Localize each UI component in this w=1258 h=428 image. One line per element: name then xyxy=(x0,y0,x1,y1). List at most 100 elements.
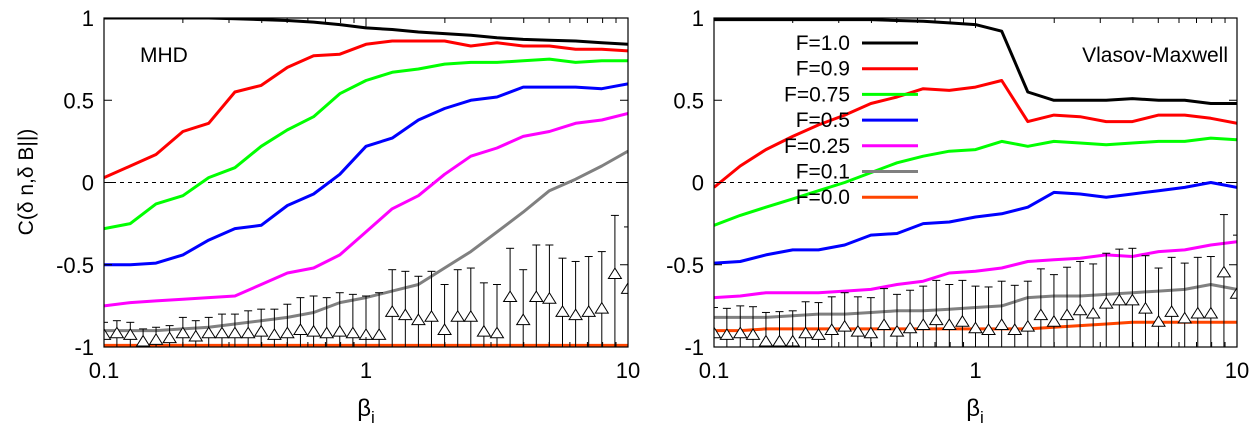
triangle-marker xyxy=(227,326,243,339)
y-tick-label: -1 xyxy=(74,335,94,360)
triangle-marker xyxy=(1059,308,1075,321)
error-bar-point xyxy=(109,320,125,347)
triangle-marker xyxy=(1164,305,1180,317)
series-line-1 xyxy=(714,79,1237,189)
error-bar-point xyxy=(928,279,944,347)
triangle-marker xyxy=(1085,306,1101,319)
y-tick-label: 1 xyxy=(82,6,94,31)
error-bar-point xyxy=(542,244,557,347)
error-bar-point xyxy=(941,283,957,347)
error-bar-point xyxy=(1007,284,1023,347)
triangle-marker xyxy=(332,324,348,337)
error-bar-point xyxy=(201,316,217,347)
error-bar-point xyxy=(502,247,518,347)
error-bar-point xyxy=(253,308,269,347)
error-bar-point xyxy=(1151,267,1166,347)
triangle-marker xyxy=(463,309,479,322)
triangle-marker xyxy=(772,334,787,347)
error-bar-point xyxy=(306,295,322,347)
legend-item: F=1.0 xyxy=(796,32,918,55)
error-bar-point xyxy=(798,301,813,347)
triangle-marker xyxy=(1033,308,1049,321)
x-axis-label: βi xyxy=(357,395,375,427)
triangle-marker xyxy=(745,328,761,340)
error-bar-point xyxy=(371,292,387,347)
error-bar-point xyxy=(581,256,597,347)
triangle-marker xyxy=(915,318,931,331)
triangle-marker xyxy=(1138,301,1153,314)
error-bar-point xyxy=(437,283,452,347)
triangle-marker xyxy=(437,323,452,335)
error-bar-point xyxy=(719,307,735,347)
error-bar-point xyxy=(463,267,479,347)
error-bar-point xyxy=(1229,234,1237,347)
error-bar-point xyxy=(745,306,761,347)
error-bar-point xyxy=(772,311,787,347)
error-bar-series xyxy=(714,214,1237,347)
triangle-marker xyxy=(1124,293,1140,306)
error-bar-point xyxy=(1124,247,1140,347)
triangle-marker xyxy=(1111,293,1127,306)
error-bar-point xyxy=(515,269,531,347)
legend: F=1.0 F=0.9F=0.75 F=0.5 F=0.25 F=0.1F=0.0 xyxy=(784,32,918,209)
triangle-marker xyxy=(620,281,628,294)
error-bar-point xyxy=(902,289,918,347)
error-bar-point xyxy=(1190,256,1206,347)
error-bar-point xyxy=(1177,262,1193,347)
y-tick-label: 0 xyxy=(82,171,94,196)
legend-item: F=0.9 xyxy=(796,58,918,81)
triangle-marker xyxy=(528,290,544,303)
triangle-marker xyxy=(345,326,361,339)
triangle-marker xyxy=(279,326,295,339)
triangle-marker xyxy=(811,328,826,340)
legend-item: F=0.1 xyxy=(796,161,918,184)
triangle-marker xyxy=(928,313,944,326)
error-bar-point xyxy=(397,270,413,347)
triangle-marker xyxy=(876,318,892,331)
x-tick-label: 10 xyxy=(1225,358,1249,383)
series-line-4 xyxy=(714,240,1237,300)
error-bar-point xyxy=(620,226,628,347)
legend-label: F=0.1 xyxy=(796,161,850,184)
triangle-marker xyxy=(411,313,426,326)
triangle-marker xyxy=(424,309,439,322)
y-tick-label: 0.5 xyxy=(63,88,94,113)
series-line-1 xyxy=(104,39,628,179)
error-bar-point xyxy=(345,293,361,347)
triangle-marker xyxy=(135,334,151,347)
error-bar-point xyxy=(240,310,256,347)
chart-panel-mhd: -1 -0.5 0 0.5 1 0.1 1 10 MHD βi xyxy=(56,6,640,427)
x-tick-label: 10 xyxy=(616,358,640,383)
triangle-marker xyxy=(889,324,905,337)
error-bar-point xyxy=(954,279,970,347)
error-bar-point xyxy=(489,283,505,347)
error-bar-point xyxy=(1020,280,1036,347)
error-bar-point xyxy=(994,280,1010,347)
series-line-2 xyxy=(714,136,1237,227)
triangle-marker xyxy=(319,326,335,339)
error-bar-point xyxy=(1072,260,1088,347)
triangle-marker xyxy=(555,305,570,317)
legend-label: F=0.9 xyxy=(796,58,850,81)
triangle-marker xyxy=(1046,314,1062,327)
triangle-marker xyxy=(214,326,230,339)
chart-panel-vlasov-maxwell: -1 -0.5 0 0.5 1 0.1 1 10 Vlasov-Maxwell βi F=1… xyxy=(666,6,1249,427)
triangle-marker xyxy=(941,318,957,331)
error-bar-point xyxy=(266,308,282,347)
y-tick-label: 0.5 xyxy=(673,88,704,113)
axis-ticks xyxy=(713,17,1238,348)
error-bar-point xyxy=(1033,268,1049,347)
error-bar-point xyxy=(732,305,748,347)
x-tick-labels: 0.1 1 10 xyxy=(699,358,1250,383)
y-axis-label: C(δ n,δ B||) xyxy=(15,129,38,236)
error-bar-point xyxy=(148,326,164,347)
triangle-marker xyxy=(594,301,610,314)
y-tick-labels: -1 -0.5 0 0.5 1 xyxy=(666,6,704,360)
error-bar-point xyxy=(1046,274,1062,347)
legend-item: F=0.75 xyxy=(784,83,918,106)
triangle-marker xyxy=(175,326,191,339)
error-bar-point xyxy=(384,269,400,347)
error-bar-point xyxy=(188,320,204,347)
legend-label: F=0.75 xyxy=(784,83,850,106)
